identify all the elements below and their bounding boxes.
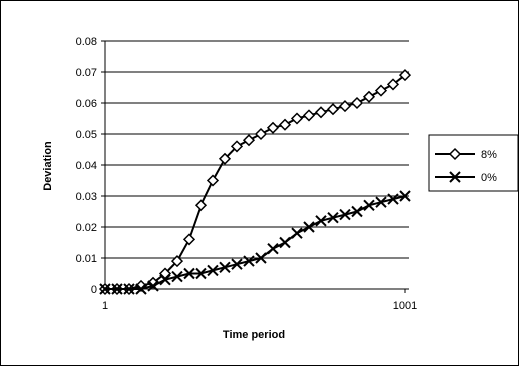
legend-marker <box>449 171 461 183</box>
data-point <box>266 121 280 134</box>
data-point <box>363 199 375 212</box>
y-tick-label: 0.05 <box>76 129 97 141</box>
data-point <box>338 100 352 113</box>
data-point <box>194 199 208 212</box>
data-point <box>303 221 315 233</box>
y-tick-label: 0.08 <box>76 36 97 48</box>
data-point <box>254 127 268 141</box>
legend-label: 8% <box>481 149 497 161</box>
data-point <box>195 267 207 280</box>
x-tick-label: 1001 <box>393 300 417 312</box>
y-tick-label: 0.01 <box>76 253 97 265</box>
data-point <box>302 109 316 122</box>
data-point <box>207 264 219 277</box>
data-point <box>291 227 303 239</box>
y-axis-ticks: 0 0.01 0.02 0.03 0.04 0.05 0.06 0.07 0.08 <box>76 36 105 296</box>
data-point <box>206 174 220 187</box>
x-axis-ticks: 1 1001 <box>102 289 417 312</box>
legend: 8% 0% <box>428 134 518 192</box>
data-point <box>182 233 196 246</box>
data-point <box>255 252 267 264</box>
legend-label: 0% <box>481 172 497 184</box>
data-point <box>183 267 195 280</box>
data-point <box>290 112 304 125</box>
data-point <box>279 236 291 249</box>
data-point <box>159 273 171 286</box>
y-tick-label: 0.04 <box>76 160 97 172</box>
data-point <box>170 255 184 268</box>
y-tick-label: 0.06 <box>76 98 97 110</box>
data-point <box>362 90 376 103</box>
data-point <box>314 106 328 119</box>
data-point <box>243 255 255 267</box>
x-tick-label: 1 <box>102 300 108 312</box>
data-point <box>375 196 387 208</box>
y-tick-label: 0.07 <box>76 67 97 79</box>
x-axis-title: Time period <box>223 329 285 341</box>
data-point <box>171 270 183 283</box>
series-line <box>105 74 406 290</box>
data-point <box>218 152 232 165</box>
data-point <box>278 118 292 131</box>
gridlines <box>105 40 409 259</box>
series-layer <box>98 69 412 296</box>
data-point <box>219 261 231 274</box>
data-point <box>398 69 412 82</box>
data-point <box>315 215 327 227</box>
data-point <box>387 193 399 205</box>
data-point <box>350 96 364 110</box>
data-point <box>111 283 123 295</box>
data-point <box>326 103 340 116</box>
y-axis-title: Deviation <box>42 141 54 191</box>
series-line <box>105 195 406 290</box>
data-point <box>386 78 400 91</box>
series-b <box>99 190 411 295</box>
data-point <box>135 283 147 295</box>
data-point <box>351 205 363 218</box>
y-tick-label: 0 <box>91 284 97 296</box>
data-point <box>399 190 411 202</box>
data-point <box>99 283 111 295</box>
y-tick-label: 0.03 <box>76 191 97 203</box>
data-point <box>123 283 135 295</box>
data-point <box>374 84 388 97</box>
data-point <box>242 134 256 147</box>
data-point <box>327 211 339 224</box>
data-point <box>267 242 279 255</box>
y-tick-label: 0.02 <box>76 222 97 234</box>
legend-marker <box>448 147 462 161</box>
data-point <box>231 258 243 270</box>
legend-box <box>428 134 518 192</box>
data-point <box>339 208 351 221</box>
data-point <box>230 140 244 153</box>
data-point <box>147 280 159 292</box>
